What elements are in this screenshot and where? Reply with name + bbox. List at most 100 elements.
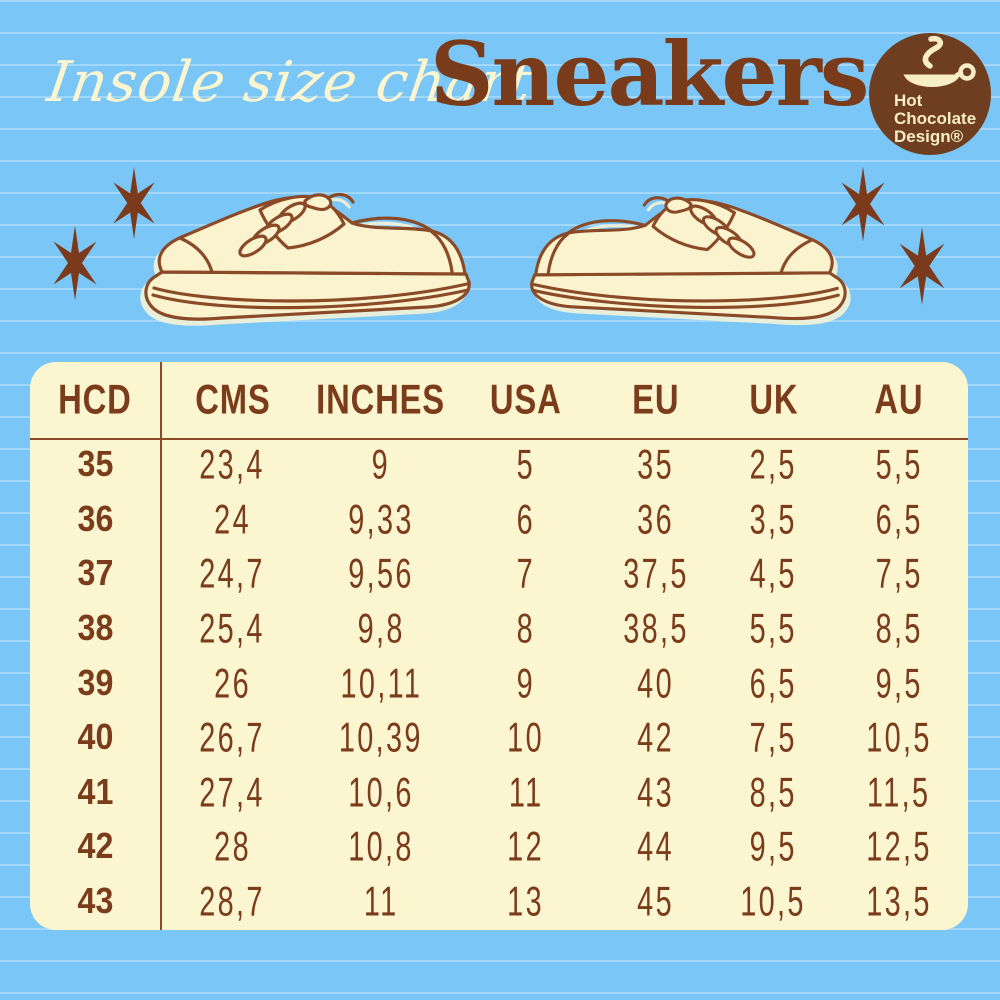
size-value: 44: [637, 823, 675, 870]
table-cell: 2,5: [717, 438, 830, 493]
table-cell: 38: [30, 602, 160, 657]
column-header-label: INCHES: [316, 376, 446, 423]
table-cell: 3,5: [717, 493, 830, 548]
table-cell: 10,11: [305, 656, 457, 711]
table-cell: 27,4: [160, 766, 305, 821]
sneaker-left-illustration: [140, 168, 480, 333]
size-value: 28,7: [199, 878, 266, 925]
table-cell: 10: [457, 711, 595, 766]
table-row: 43 28,7 11 13 45 10,5 13,5: [30, 875, 968, 930]
size-value: 10: [507, 714, 545, 761]
size-value: 6,5: [749, 660, 798, 707]
column-header-inches: INCHES: [305, 362, 457, 438]
size-value: 8,5: [875, 605, 923, 652]
table-cell: 9: [305, 438, 457, 493]
size-value: 10,6: [348, 769, 414, 816]
hcd-size-label: 41: [77, 772, 113, 813]
table-cell: 37: [30, 547, 160, 602]
table-cell: 10,6: [305, 766, 457, 821]
column-header-hcd: HCD: [30, 362, 160, 438]
table-cell: 13,5: [830, 875, 968, 930]
table-cell: 35: [30, 438, 160, 493]
table-cell: 42: [30, 820, 160, 875]
size-value: 27,4: [199, 769, 266, 816]
size-value: 5,5: [749, 605, 798, 652]
table-cell: 5: [457, 438, 595, 493]
size-value: 23,4: [199, 441, 266, 488]
table-cell: 26,7: [160, 711, 305, 766]
table-cell: 8,5: [830, 602, 968, 657]
column-header-cms: CMS: [160, 362, 305, 438]
table-cell: 36: [595, 493, 717, 548]
size-value: 24: [214, 496, 251, 543]
table-cell: 11: [305, 875, 457, 930]
size-value: 28: [214, 823, 251, 870]
table-row: 41 27,4 10,6 11 43 8,5 11,5: [30, 766, 968, 821]
size-value: 13: [507, 878, 545, 925]
sparkle-star-icon: [896, 225, 948, 307]
table-cell: 9,5: [830, 656, 968, 711]
logo-text-line1: Hot: [894, 91, 923, 110]
table-cell: 23,4: [160, 438, 305, 493]
size-value: 9,33: [348, 496, 414, 543]
table-cell: 11: [457, 766, 595, 821]
table-cell: 42: [595, 711, 717, 766]
size-value: 45: [637, 878, 675, 925]
size-value: 7: [516, 550, 536, 597]
table-cell: 43: [30, 875, 160, 930]
column-header-label: CMS: [194, 376, 271, 423]
hcd-size-label: 39: [77, 663, 113, 704]
hcd-size-label: 37: [77, 554, 113, 594]
column-header-label: UK: [748, 376, 799, 423]
table-cell: 39: [30, 656, 160, 711]
table-cell: 9,33: [305, 493, 457, 548]
table-cell: 9,5: [717, 820, 830, 875]
column-header-usa: USA: [457, 362, 595, 438]
hcd-size-label: 40: [77, 717, 113, 758]
hcd-size-label: 43: [77, 881, 113, 922]
sneaker-right-illustration: [516, 172, 856, 332]
brand-logo: Hot Chocolate Design®: [868, 32, 992, 156]
size-value: 12: [507, 823, 545, 870]
size-value: 4,5: [749, 550, 798, 597]
size-value: 43: [637, 769, 675, 816]
table-row: 38 25,4 9,8 8 38,5 5,5 8,5: [30, 602, 968, 657]
table-cell: 45: [595, 875, 717, 930]
table-cell: 5,5: [830, 438, 968, 493]
size-value: 42: [637, 714, 675, 761]
hcd-size-label: 36: [77, 499, 113, 540]
column-header-au: AU: [830, 362, 968, 438]
size-value: 8: [516, 605, 536, 652]
logo-circle: [869, 33, 991, 155]
size-value: 9,5: [875, 660, 923, 707]
table-cell: 36: [30, 493, 160, 548]
size-value: 25,4: [199, 605, 266, 652]
table-row: 35 23,4 9 5 35 2,5 5,5: [30, 438, 968, 493]
table-cell: 40: [30, 711, 160, 766]
table-cell: 41: [30, 766, 160, 821]
table-cell: 9,8: [305, 602, 457, 657]
column-header-label: EU: [632, 376, 680, 423]
size-value: 26,7: [199, 714, 266, 761]
size-value: 38,5: [623, 605, 689, 652]
table-body: 35 23,4 9 5 35 2,5 5,5 36 24 9,33 6 36 3,5 6,5 37 24,7 9…: [30, 438, 968, 929]
table-cell: 26: [160, 656, 305, 711]
table-header-row: HCD CMS INCHES USA EU UK AU: [30, 362, 968, 438]
table-cell: 10,8: [305, 820, 457, 875]
table-cell: 10,5: [830, 711, 968, 766]
table-row: 42 28 10,8 12 44 9,5 12,5: [30, 820, 968, 875]
table-cell: 28,7: [160, 875, 305, 930]
table-cell: 40: [595, 656, 717, 711]
size-value: 12,5: [866, 823, 932, 870]
table-cell: 12,5: [830, 820, 968, 875]
table-cell: 13: [457, 875, 595, 930]
table-row: 40 26,7 10,39 10 42 7,5 10,5: [30, 711, 968, 766]
table-cell: 24: [160, 493, 305, 548]
size-value: 10,5: [866, 714, 932, 761]
size-value: 2,5: [749, 441, 798, 488]
column-header-label: AU: [874, 376, 924, 423]
table-cell: 35: [595, 438, 717, 493]
size-value: 6,5: [875, 496, 923, 543]
table-row: 39 26 10,11 9 40 6,5 9,5: [30, 656, 968, 711]
